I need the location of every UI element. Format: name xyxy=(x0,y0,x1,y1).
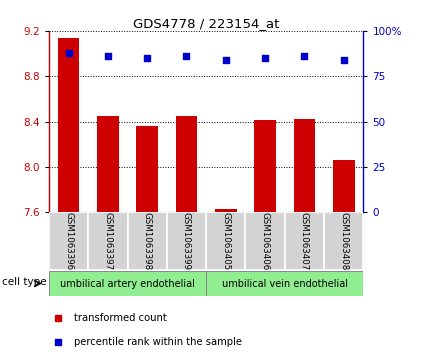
Bar xyxy=(176,116,197,212)
Text: umbilical artery endothelial: umbilical artery endothelial xyxy=(60,278,195,289)
Point xyxy=(262,55,269,61)
Point xyxy=(183,53,190,59)
Bar xyxy=(49,212,88,270)
Text: GSM1063407: GSM1063407 xyxy=(300,212,309,270)
Bar xyxy=(49,271,206,296)
Bar xyxy=(333,160,354,212)
Point xyxy=(222,57,229,63)
Text: GSM1063396: GSM1063396 xyxy=(64,212,73,270)
Bar xyxy=(294,119,315,212)
Bar xyxy=(245,212,285,270)
Text: cell type: cell type xyxy=(3,277,47,287)
Point xyxy=(105,53,111,59)
Bar xyxy=(58,38,79,212)
Point xyxy=(340,57,347,63)
Text: GSM1063399: GSM1063399 xyxy=(182,212,191,270)
Bar xyxy=(206,212,245,270)
Text: GSM1063408: GSM1063408 xyxy=(339,212,348,270)
Title: GDS4778 / 223154_at: GDS4778 / 223154_at xyxy=(133,17,279,30)
Text: GSM1063405: GSM1063405 xyxy=(221,212,230,270)
Bar xyxy=(128,212,167,270)
Bar xyxy=(254,121,276,212)
Text: GSM1063398: GSM1063398 xyxy=(143,212,152,270)
Text: umbilical vein endothelial: umbilical vein endothelial xyxy=(222,278,348,289)
Point xyxy=(144,55,150,61)
Text: GSM1063397: GSM1063397 xyxy=(103,212,112,270)
Text: GSM1063406: GSM1063406 xyxy=(261,212,269,270)
Bar xyxy=(88,212,128,270)
Bar xyxy=(324,212,363,270)
Bar xyxy=(97,116,119,212)
Text: percentile rank within the sample: percentile rank within the sample xyxy=(74,337,242,347)
Point xyxy=(301,53,308,59)
Text: transformed count: transformed count xyxy=(74,313,167,323)
Bar xyxy=(136,126,158,212)
Bar xyxy=(167,212,206,270)
Bar xyxy=(285,212,324,270)
Bar xyxy=(206,271,363,296)
Bar xyxy=(215,209,237,212)
Point xyxy=(65,50,72,56)
